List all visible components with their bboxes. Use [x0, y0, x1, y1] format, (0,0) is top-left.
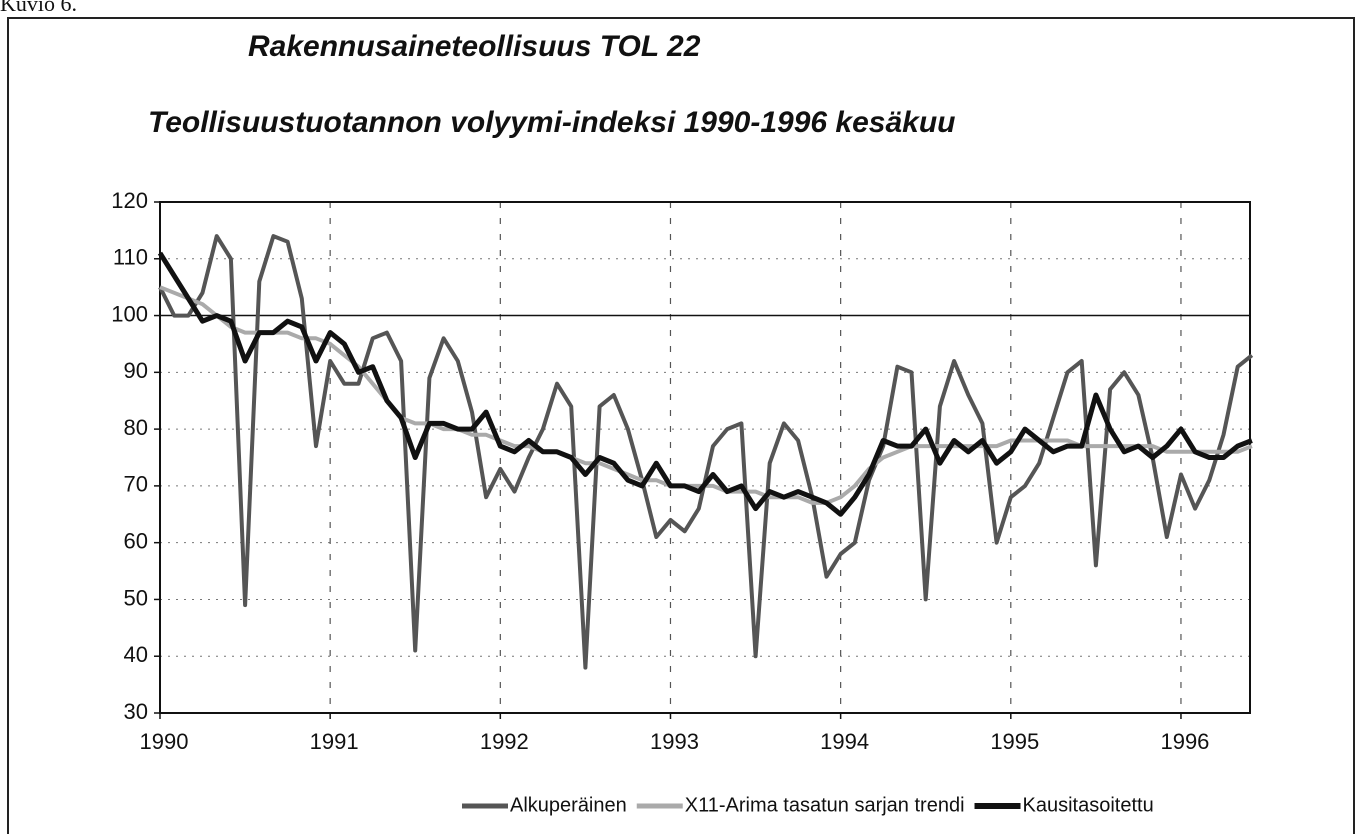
y-tick-label: 50 [124, 585, 148, 610]
caption: Kuvio 6. [0, 0, 77, 16]
x-tick-label: 1990 [140, 729, 189, 754]
plot-area [159, 201, 1251, 714]
legend-label: Kausitasoitettu [1023, 794, 1154, 816]
legend-label: Alkuperäinen [510, 794, 627, 816]
y-tick-label: 30 [124, 699, 148, 724]
x-tick-label: 1991 [310, 729, 359, 754]
series-line [158, 234, 1254, 670]
y-tick-label: 40 [124, 642, 148, 667]
y-tick-label: 70 [124, 472, 148, 497]
x-tick-label: 1995 [990, 729, 1039, 754]
legend-label: X11-Arima tasatun sarjan trendi [685, 794, 965, 816]
chart-title: Rakennusaineteollisuus TOL 22 [248, 30, 701, 63]
y-tick-label: 80 [124, 415, 148, 440]
y-tick-label: 120 [111, 188, 148, 213]
y-tick-label: 60 [124, 528, 148, 553]
series-line [157, 251, 1253, 517]
x-tick-label: 1992 [480, 729, 529, 754]
chart-subtitle: Teollisuustuotannon volyymi-indeksi 1990… [148, 106, 956, 139]
frame [7, 17, 1355, 839]
y-tick-label: 110 [113, 245, 148, 270]
x-tick-label: 1994 [820, 729, 869, 754]
y-tick-label: 90 [124, 358, 148, 383]
y-tick-label: 100 [111, 301, 148, 326]
x-tick-label: 1996 [1160, 729, 1209, 754]
x-tick-label: 1993 [650, 729, 699, 754]
